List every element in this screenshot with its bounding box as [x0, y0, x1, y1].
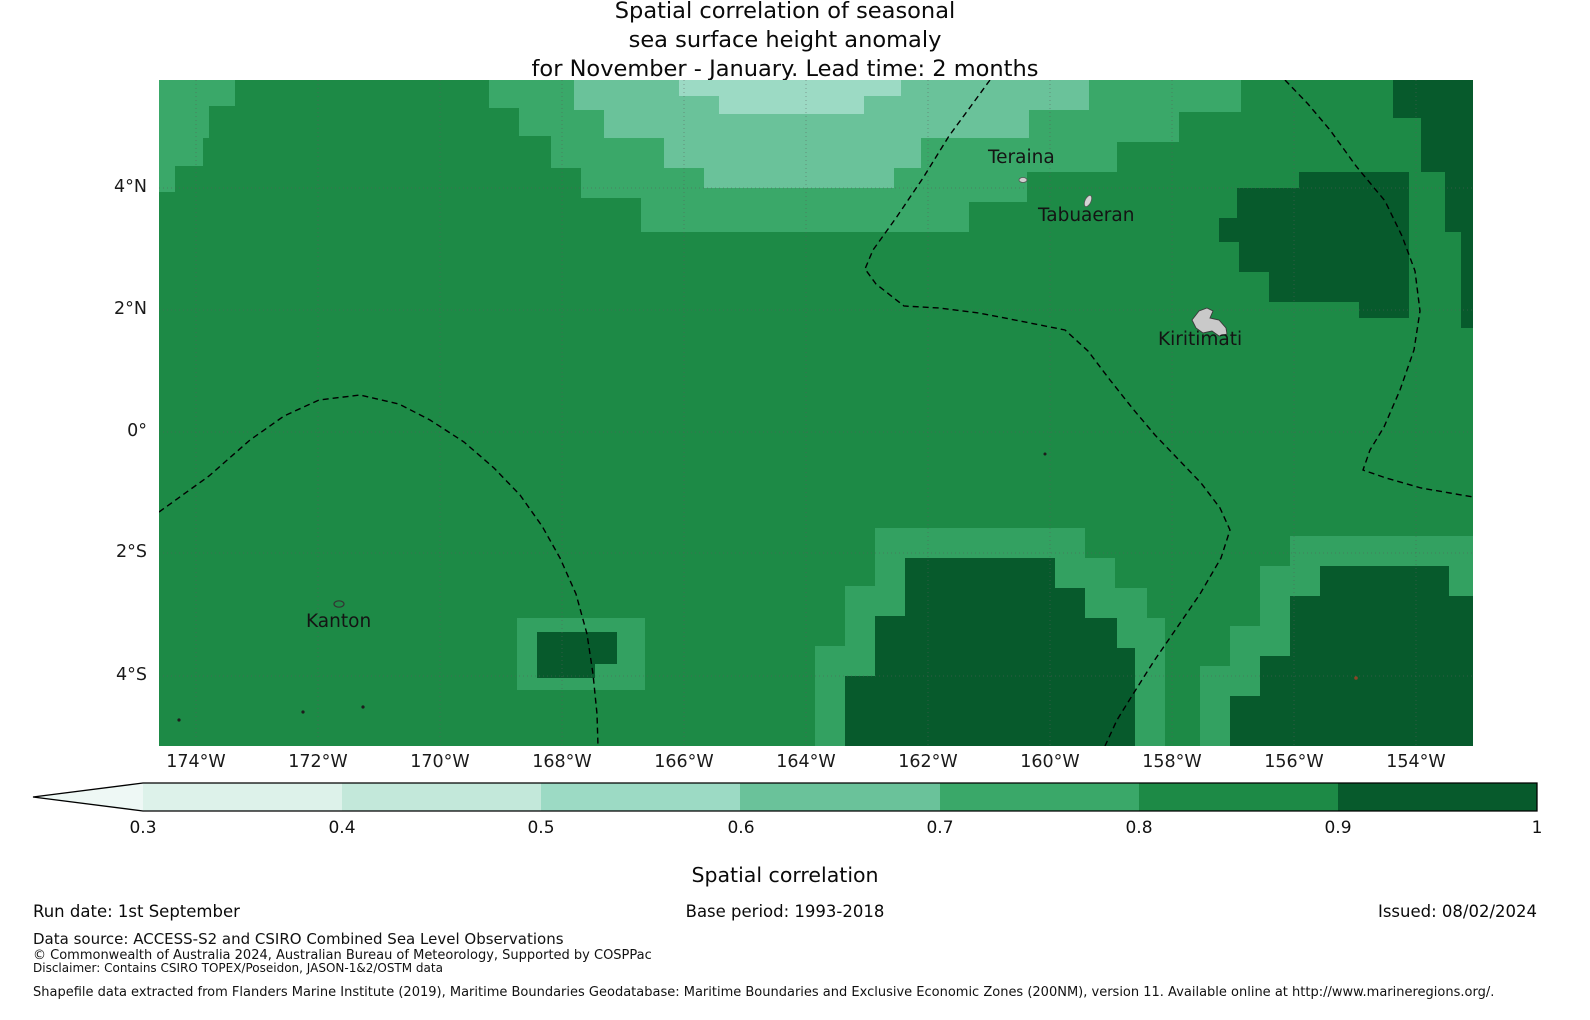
colorbar-extend-arrow — [33, 783, 143, 811]
map-band-05-06 — [679, 80, 901, 114]
colorbar-segment-06-07 — [740, 783, 941, 811]
base-period-text: Base period: 1993-2018 — [685, 902, 885, 921]
island-speck — [1043, 452, 1047, 456]
colorbar-segment-07-08 — [940, 783, 1140, 811]
island-label-kiritimati: Kiritimati — [1158, 329, 1242, 350]
chart-title: Spatial correlation of seasonal sea surf… — [0, 0, 1570, 84]
shapefile-attribution-text: Shapefile data extracted from Flanders M… — [33, 985, 1495, 1000]
colorbar-segment-03-04 — [143, 783, 343, 811]
y-tick-label-0: 0° — [127, 421, 147, 441]
run-date-text: Run date: 1st September — [33, 902, 240, 921]
map-band-06-07 — [574, 80, 1089, 188]
map-patch-south-central — [845, 558, 1135, 746]
colorbar-segment-09-10 — [1338, 783, 1537, 811]
colorbar — [32, 782, 1538, 812]
kanton-island — [333, 600, 345, 608]
island-speck — [1354, 676, 1358, 680]
eez-boundary-east — [1284, 80, 1473, 498]
issued-date-text: Issued: 08/02/2024 — [1377, 902, 1537, 921]
colorbar-segment-08-09 — [1139, 783, 1339, 811]
colorbar-tick-06: 0.6 — [727, 818, 755, 838]
x-tick-label-174w: 174°W — [166, 752, 226, 772]
tabuaeran-island — [1083, 195, 1093, 207]
colorbar-tick-07: 0.7 — [926, 818, 954, 838]
eez-boundary-west — [159, 394, 599, 746]
x-tick-label-164w: 164°W — [776, 752, 836, 772]
chart-title-line3: for November - January. Lead time: 2 mon… — [531, 56, 1039, 82]
correlation-map: Teraina Tabuaeran Kiritimati Kanton — [159, 80, 1473, 746]
x-tick-label-168w: 168°W — [532, 752, 592, 772]
x-tick-label-156w: 156°W — [1264, 752, 1324, 772]
x-tick-label-154w: 154°W — [1386, 752, 1446, 772]
x-tick-label-170w: 170°W — [410, 752, 470, 772]
grid-lines — [159, 80, 1473, 746]
data-source-text: Data source: ACCESS-S2 and CSIRO Combine… — [33, 930, 564, 948]
map-patch-small — [537, 632, 617, 678]
x-tick-label-158w: 158°W — [1142, 752, 1202, 772]
colorbar-tick-09: 0.9 — [1324, 818, 1352, 838]
x-tick-label-160w: 160°W — [1020, 752, 1080, 772]
teraina-island — [1018, 177, 1028, 183]
chart-title-line2: sea surface height anomaly — [628, 27, 942, 53]
island-label-kanton: Kanton — [306, 611, 371, 632]
colorbar-tick-1: 1 — [1531, 818, 1543, 838]
colorbar-segment-04-05 — [342, 783, 542, 811]
map-patch-south-east — [1230, 566, 1473, 746]
metadata-row: Run date: 1st September Base period: 199… — [0, 902, 1590, 926]
x-tick-label-162w: 162°W — [898, 752, 958, 772]
x-tick-label-172w: 172°W — [288, 752, 348, 772]
colorbar-tick-08: 0.8 — [1125, 818, 1153, 838]
map-patch-east-edge — [1393, 80, 1473, 328]
colorbar-segment-05-06 — [541, 783, 741, 811]
island-label-teraina: Teraina — [987, 147, 1055, 168]
colorbar-label: Spatial correlation — [691, 863, 879, 887]
disclaimer-text: Disclaimer: Contains CSIRO TOPEX/Poseido… — [33, 961, 443, 975]
kiritimati-island — [1191, 307, 1228, 337]
x-tick-label-166w: 166°W — [654, 752, 714, 772]
eez-boundary-central — [864, 80, 1231, 746]
y-tick-label-4s: 4°S — [116, 665, 147, 685]
copyright-text: © Commonwealth of Australia 2024, Austra… — [33, 948, 652, 963]
map-patch-northeast — [1219, 172, 1409, 318]
chart-title-line1: Spatial correlation of seasonal — [614, 0, 956, 24]
colorbar-tick-05: 0.5 — [527, 818, 555, 838]
map-patch-topleft — [159, 80, 235, 192]
island-speck — [361, 705, 365, 709]
colorbar-outline — [32, 782, 1538, 812]
y-tick-label-2n: 2°N — [114, 299, 147, 319]
island-speck — [177, 718, 181, 722]
y-tick-label-2s: 2°S — [116, 542, 147, 562]
island-label-tabuaeran: Tabuaeran — [1037, 205, 1134, 226]
y-tick-label-4n: 4°N — [114, 177, 147, 197]
colorbar-tick-03: 0.3 — [129, 818, 157, 838]
island-speck — [301, 710, 305, 714]
colorbar-tick-04: 0.4 — [328, 818, 356, 838]
